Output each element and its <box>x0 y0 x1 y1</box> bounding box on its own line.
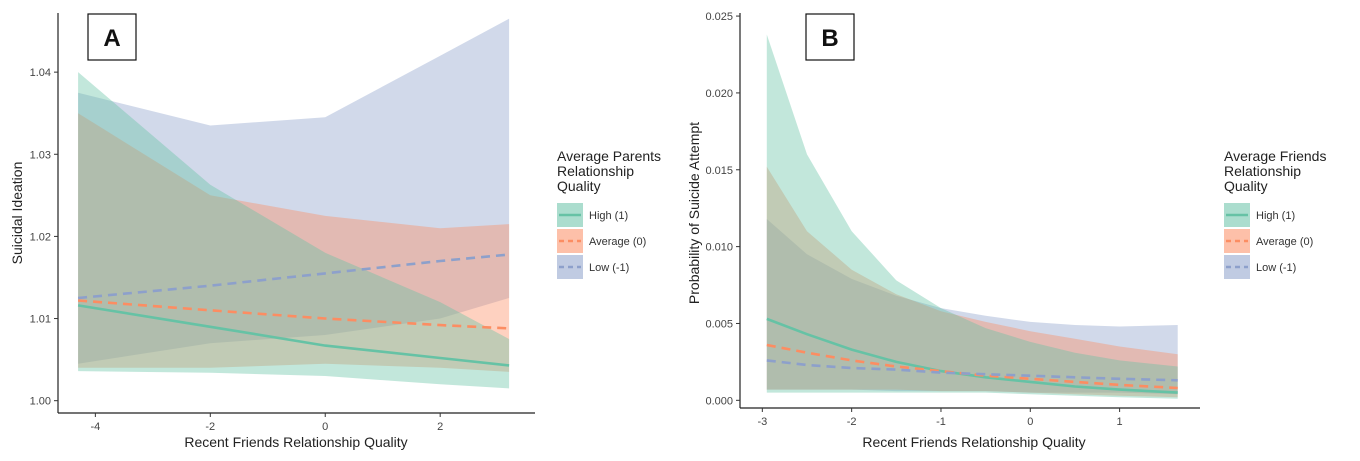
series-line-high <box>77 304 510 367</box>
y-tick-label: 0.005 <box>705 318 733 330</box>
panel-label: B <box>821 25 838 52</box>
x-tick-label: -1 <box>936 416 946 428</box>
series-line-low <box>766 359 1178 382</box>
y-tick-label: 1.03 <box>30 149 51 161</box>
panel-label: A <box>103 25 120 52</box>
y-axis-title: Probability of Suicide Attempt <box>686 122 702 304</box>
legend-title: Relationship <box>1224 163 1301 179</box>
confidence-band-low <box>766 219 1178 395</box>
x-tick-label: 0 <box>1027 416 1033 428</box>
legend-title: Quality <box>1224 178 1268 194</box>
legend-label: Low (-1) <box>1256 262 1296 274</box>
legend-label: High (1) <box>589 210 628 222</box>
y-axis-title: Suicidal Ideation <box>9 162 25 265</box>
y-tick-label: 1.01 <box>30 314 51 326</box>
y-tick-label: 0.000 <box>705 395 733 407</box>
series-line-average <box>78 299 510 330</box>
legend-label: High (1) <box>1256 210 1295 222</box>
y-tick-label: 0.015 <box>705 165 733 177</box>
x-tick-label: -3 <box>757 416 767 428</box>
legend-title: Average Friends <box>1224 148 1326 164</box>
confidence-band-high <box>766 34 1178 399</box>
x-tick-label: 2 <box>437 421 443 433</box>
x-tick-label: -2 <box>205 421 215 433</box>
x-axis-title: Recent Friends Relationship Quality <box>862 434 1085 450</box>
x-tick-label: 1 <box>1117 416 1123 428</box>
y-tick-label: 1.00 <box>30 396 51 408</box>
x-axis-title: Recent Friends Relationship Quality <box>184 434 407 450</box>
legend-title: Relationship <box>557 163 634 179</box>
series-line-low <box>77 253 510 300</box>
confidence-band-low <box>78 18 510 364</box>
x-tick-label: 0 <box>322 421 328 433</box>
legend-label: Average (0) <box>589 236 646 248</box>
legend-label: Low (-1) <box>589 262 629 274</box>
legend-title: Average Parents <box>557 148 661 164</box>
y-tick-label: 1.04 <box>30 67 51 79</box>
confidence-band-average <box>766 166 1178 398</box>
legend-title: Quality <box>557 178 601 194</box>
x-tick-label: -2 <box>847 416 857 428</box>
x-tick-label: -4 <box>90 421 100 433</box>
legend-label: Average (0) <box>1256 236 1313 248</box>
y-tick-label: 0.025 <box>705 11 733 23</box>
y-tick-label: 0.010 <box>705 242 733 254</box>
panel-a: 1.00 1.01 1.02 1.03 1.04 -4 -2 0 2 Recent Friends… <box>9 13 661 450</box>
panel-label-box <box>87 13 137 61</box>
panel-b: 0.000 0.005 0.010 0.015 0.020 0.025 -3 -2 -1 0 1 Re… <box>686 11 1326 450</box>
y-tick-label: 0.020 <box>705 88 733 100</box>
panel-label-box <box>805 13 855 61</box>
y-tick-label: 1.02 <box>30 231 51 243</box>
